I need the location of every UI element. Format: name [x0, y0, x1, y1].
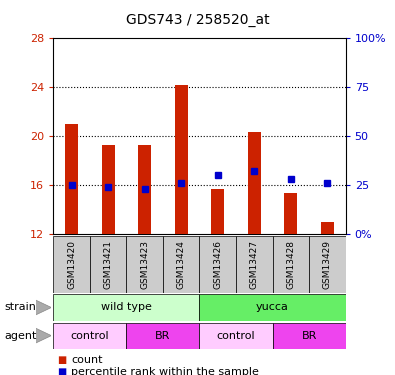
Bar [138, 144, 151, 234]
Bar [90, 236, 126, 292]
Text: ■: ■ [57, 368, 66, 375]
Text: control: control [217, 331, 255, 340]
Text: BR: BR [301, 331, 317, 340]
Bar [211, 189, 224, 234]
Text: GDS743 / 258520_at: GDS743 / 258520_at [126, 13, 269, 27]
Text: GSM13429: GSM13429 [323, 240, 332, 289]
Text: GSM13424: GSM13424 [177, 240, 186, 289]
Text: GSM13423: GSM13423 [140, 240, 149, 289]
Text: GSM13420: GSM13420 [67, 240, 76, 289]
Bar [102, 144, 115, 234]
Bar [199, 236, 236, 292]
Text: BR: BR [155, 331, 171, 340]
Bar [248, 132, 261, 234]
Text: GSM13427: GSM13427 [250, 240, 259, 289]
Text: wild type: wild type [101, 303, 152, 312]
Text: yucca: yucca [256, 303, 289, 312]
Bar [236, 236, 273, 292]
Bar [309, 236, 346, 292]
Bar [273, 236, 309, 292]
Bar [163, 236, 199, 292]
Text: percentile rank within the sample: percentile rank within the sample [71, 368, 259, 375]
Bar [175, 86, 188, 234]
Bar [53, 322, 126, 349]
Text: count: count [71, 355, 103, 365]
Polygon shape [36, 328, 51, 343]
Text: GSM13426: GSM13426 [213, 240, 222, 289]
Text: strain: strain [4, 303, 36, 312]
Bar [126, 322, 199, 349]
Bar [53, 236, 90, 292]
Bar [126, 236, 163, 292]
Text: ■: ■ [57, 355, 66, 365]
Text: control: control [71, 331, 109, 340]
Polygon shape [36, 300, 51, 315]
Bar [284, 192, 297, 234]
Bar [321, 222, 334, 234]
Bar [199, 322, 273, 349]
Bar [65, 124, 78, 234]
Text: GSM13428: GSM13428 [286, 240, 295, 289]
Bar [53, 294, 199, 321]
Bar [273, 322, 346, 349]
Text: agent: agent [4, 331, 36, 340]
Text: GSM13421: GSM13421 [103, 240, 113, 289]
Bar [199, 294, 346, 321]
